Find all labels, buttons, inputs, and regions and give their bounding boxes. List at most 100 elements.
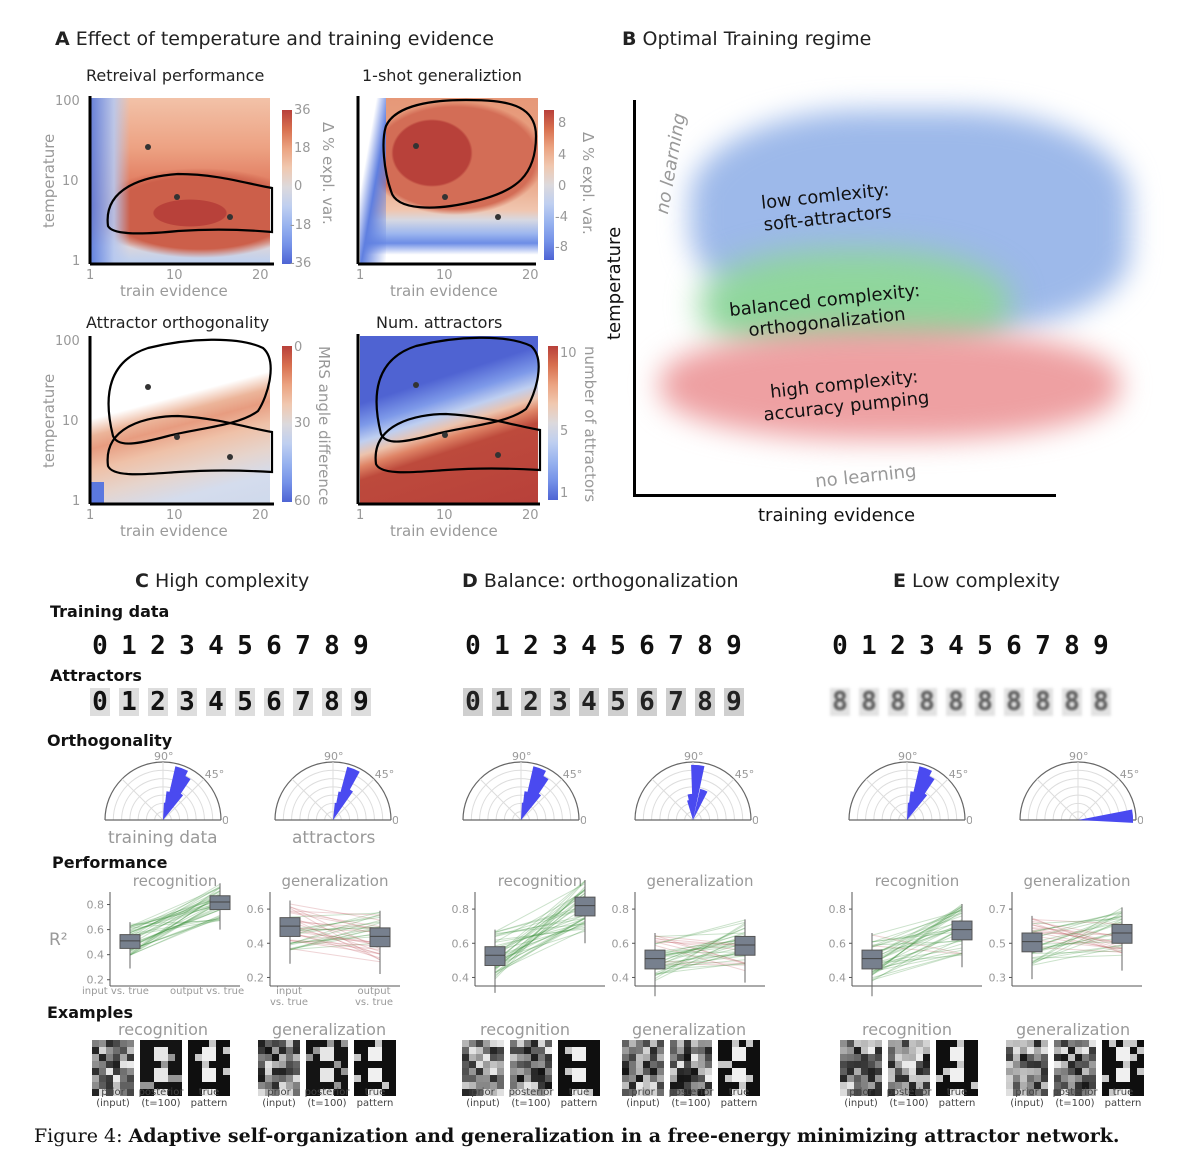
marker-point: [227, 454, 233, 460]
paired-line: [129, 900, 221, 956]
paired-line: [1031, 922, 1123, 954]
polar-label-45: 45°: [949, 768, 969, 781]
perf-e-recognition: recognition 0.8 0.6 0.4: [829, 872, 982, 997]
paired-line: [129, 890, 221, 946]
polar-bar: [521, 791, 532, 820]
y-tick-label: 0.4: [829, 971, 847, 984]
paired-line: [1031, 920, 1123, 938]
label-line: pattern: [938, 1098, 976, 1109]
label-line: true: [364, 1087, 386, 1098]
paired-line: [129, 905, 221, 948]
prior-image: [622, 1040, 664, 1096]
contour-line: [382, 98, 538, 209]
panel-b-title: B Optimal Training regime: [622, 28, 871, 50]
x-tick: 20: [252, 268, 269, 283]
x-tick-input: input vs. true: [82, 986, 149, 997]
polar-label-0: 0°: [752, 814, 758, 827]
polar-label-90: 90°: [154, 750, 174, 763]
digit-image: 3: [179, 631, 195, 661]
paired-line: [871, 915, 963, 948]
paired-line: [1031, 932, 1123, 952]
box: [484, 946, 506, 966]
paired-line: [494, 907, 586, 933]
digit-image: 1: [121, 631, 137, 661]
paired-line: [129, 900, 221, 928]
colorbar: [282, 346, 292, 502]
posterior-image: [140, 1040, 182, 1096]
polar-label-90: 90°: [324, 750, 344, 763]
paired-line: [129, 917, 221, 956]
plot-title: Num. attractors: [376, 313, 503, 332]
digit-image: 2: [523, 631, 539, 661]
paired-line: [494, 914, 586, 952]
paired-line: [289, 948, 381, 963]
heatmap-overlay: [88, 336, 274, 506]
colorbar-tick: 0: [294, 340, 303, 355]
box: [1021, 932, 1043, 953]
colorbar: [548, 346, 558, 500]
paired-line: [1031, 928, 1123, 964]
polar-bar: [163, 791, 184, 820]
polar-label-45: 45°: [563, 768, 583, 781]
y-tick-label: 0.6: [829, 937, 847, 950]
paired-line: [494, 907, 586, 966]
digit-image: 1: [861, 631, 877, 661]
paired-line: [1031, 918, 1123, 925]
paired-line: [129, 894, 221, 954]
perf-title: recognition: [875, 872, 959, 890]
x-tick: 1: [86, 508, 95, 523]
digit-image: 1: [119, 687, 139, 717]
paired-line: [494, 918, 586, 970]
digit-image: 2: [890, 631, 906, 661]
paired-line: [1031, 950, 1123, 955]
paired-line: [1031, 912, 1123, 964]
y-tick-label: 0.3: [989, 971, 1007, 984]
polar-e-attractors: 90° 45° 0°: [1019, 750, 1143, 827]
paired-line: [129, 909, 221, 945]
paired-line: [289, 926, 381, 946]
paired-line: [871, 940, 963, 946]
paired-line: [289, 942, 381, 951]
paired-line: [129, 892, 221, 956]
example-label: posterior (t=100): [1048, 1087, 1102, 1109]
digit-image: 4: [579, 687, 599, 717]
colorbar-label: Δ % expl. var.: [319, 122, 337, 225]
posterior-image: [670, 1040, 712, 1096]
paired-line: [494, 923, 586, 934]
paired-line: [289, 912, 381, 918]
example-label: prior (input): [1000, 1087, 1054, 1109]
polar-label-45: 45°: [375, 768, 395, 781]
panel-c-title: C High complexity: [135, 570, 309, 592]
digit-image: 7: [293, 687, 313, 717]
box: [574, 896, 596, 917]
digit-image: 0: [90, 687, 110, 717]
digit-image: 4: [208, 631, 224, 661]
paired-line: [289, 932, 381, 955]
paired-line: [654, 951, 746, 954]
example-label: prior (input): [834, 1087, 888, 1109]
paired-line: [129, 902, 221, 953]
paired-line: [654, 944, 746, 972]
marker-point: [442, 194, 448, 200]
paired-line: [289, 920, 381, 944]
polar-bar: [907, 802, 913, 820]
digit-image: 1: [492, 687, 512, 717]
y-tick-label: 0.4: [247, 937, 265, 950]
paired-line: [494, 929, 586, 973]
paired-line: [654, 931, 746, 964]
y-tick-label: 0.4: [87, 949, 105, 962]
paired-line: [129, 917, 221, 935]
paired-line: [289, 921, 381, 936]
paired-line: [494, 908, 586, 937]
paired-line: [129, 909, 221, 948]
paired-line: [129, 920, 221, 925]
paired-line: [871, 912, 963, 956]
colorbar-tick: -18: [290, 218, 312, 233]
examples-subtitle: recognition: [118, 1020, 209, 1039]
example-label: true pattern: [552, 1087, 606, 1109]
paired-line: [129, 903, 221, 932]
paired-line: [129, 887, 221, 927]
paired-line: [871, 943, 963, 972]
digit-image: 8: [859, 687, 879, 717]
